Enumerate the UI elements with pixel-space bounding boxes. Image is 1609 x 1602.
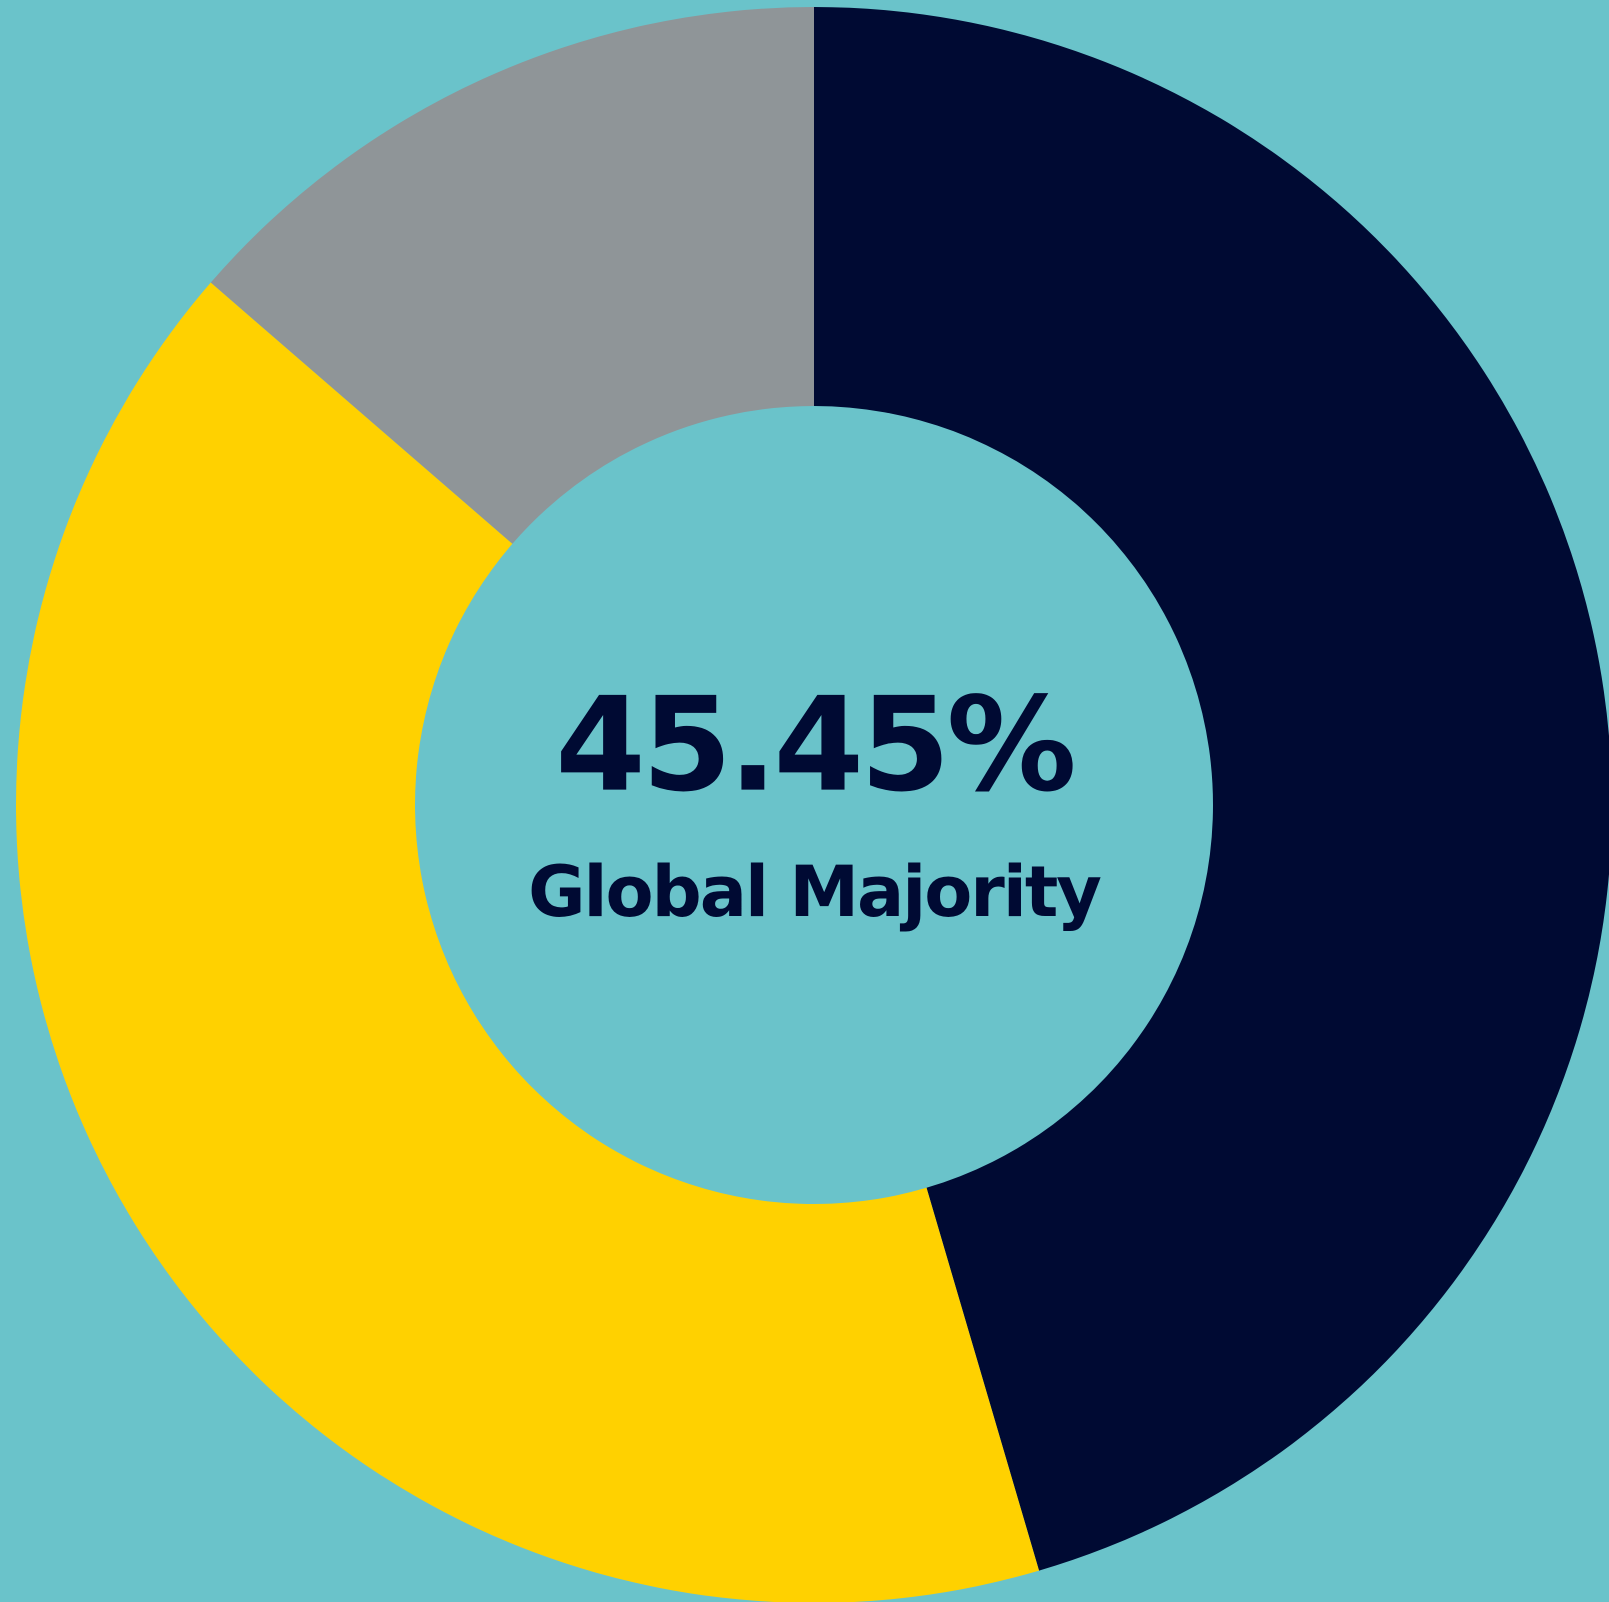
donut-slice: [16, 282, 1040, 1602]
donut-slice: [210, 7, 814, 544]
center-value: 45.45%: [555, 669, 1073, 821]
center-label: Global Majority: [528, 851, 1101, 933]
donut-slice: [814, 7, 1609, 1571]
